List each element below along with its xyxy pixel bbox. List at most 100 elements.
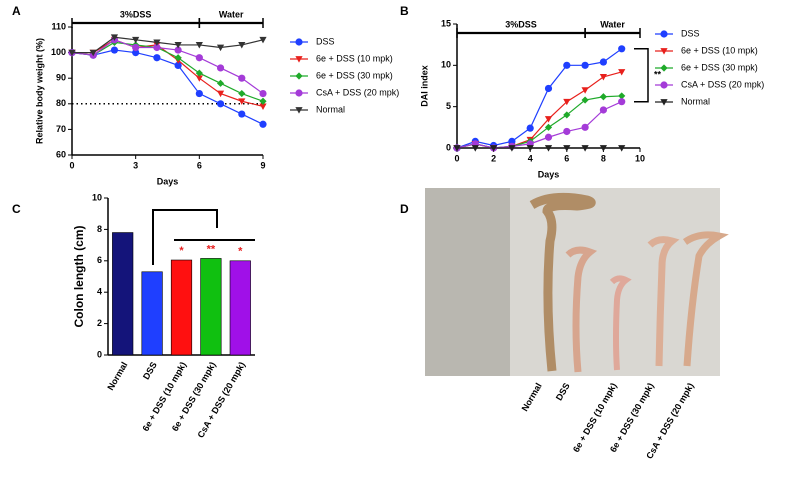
marker — [618, 45, 626, 53]
marker — [599, 106, 608, 114]
marker — [195, 75, 203, 82]
x-tick-label: DSS — [141, 360, 159, 381]
series-line — [71, 41, 264, 102]
bracket — [152, 209, 218, 265]
marker — [216, 44, 225, 52]
bar — [170, 259, 193, 356]
marker — [618, 98, 626, 106]
y-tick-label: 100 — [51, 47, 66, 57]
marker — [195, 89, 203, 98]
y-tick-label: 0 — [97, 349, 102, 359]
x-tick-label: Normal — [105, 360, 129, 392]
panel-label: D — [400, 202, 409, 216]
legend-label: DSS — [681, 28, 700, 38]
y-tick-label: 6 — [97, 255, 102, 265]
legend-label: 6e + DSS (30 mpk) — [316, 70, 393, 80]
legend-marker — [660, 30, 668, 38]
colon-photo — [425, 188, 729, 376]
marker — [259, 97, 267, 105]
marker — [216, 79, 225, 87]
series-line — [456, 48, 623, 149]
y-tick-label: 10 — [92, 192, 102, 202]
x-tick-label: CsA + DSS (20 mpk) — [644, 381, 696, 460]
x-tick-label: 10 — [635, 153, 645, 163]
marker — [110, 46, 119, 54]
marker — [195, 69, 203, 77]
y-tick-label: 8 — [97, 224, 102, 234]
x-axis-label: Days — [157, 176, 179, 186]
colon-10 — [609, 275, 632, 371]
bar — [141, 271, 163, 356]
series-line — [456, 71, 622, 149]
marker — [599, 145, 607, 152]
marker — [599, 93, 607, 101]
marker — [195, 54, 203, 62]
x-tick-label: 2 — [491, 153, 496, 163]
y-tick-label: 110 — [51, 21, 66, 31]
marker — [618, 145, 626, 152]
significance-label: * — [238, 246, 243, 258]
marker — [216, 100, 225, 108]
y-tick-label: 70 — [56, 124, 66, 134]
colon-csa — [682, 231, 729, 367]
x-tick-label: Normal — [520, 381, 544, 413]
marker — [581, 96, 589, 104]
marker — [153, 43, 161, 52]
significance-label: * — [179, 245, 184, 257]
marker — [563, 61, 571, 69]
phase-label: Water — [600, 19, 625, 29]
colon-30 — [647, 236, 680, 367]
y-axis-label: Relative body weight (%) — [34, 38, 44, 144]
marker — [216, 90, 225, 98]
x-tick-label: 8 — [601, 153, 606, 163]
bar — [200, 258, 222, 356]
marker — [259, 120, 267, 128]
marker — [563, 111, 571, 119]
legend-label: Normal — [316, 104, 345, 114]
y-tick-label: 60 — [56, 149, 66, 159]
marker — [526, 124, 534, 132]
x-tick-label: 0 — [454, 153, 459, 163]
colon-dss — [565, 246, 598, 373]
marker — [132, 36, 140, 44]
x-tick-label: 0 — [69, 160, 74, 170]
legend-marker — [660, 48, 668, 55]
panel-label: C — [12, 202, 21, 216]
marker — [195, 42, 203, 49]
legend-label: 6e + DSS (30 mpk) — [681, 62, 758, 72]
x-tick-label: 6 — [197, 160, 202, 170]
y-tick-label: 15 — [441, 18, 451, 28]
panel-label: A — [12, 4, 21, 18]
marker — [581, 123, 589, 131]
phase-label: Water — [219, 9, 244, 19]
marker — [563, 127, 571, 136]
marker — [490, 145, 498, 152]
series-line — [71, 39, 264, 95]
marker — [238, 110, 246, 118]
phase-label: 3%DSS — [120, 9, 152, 19]
x-tick-label: 4 — [528, 153, 533, 163]
marker — [174, 61, 182, 69]
marker — [259, 103, 267, 110]
y-tick-label: 90 — [56, 73, 66, 83]
marker — [174, 46, 182, 54]
marker — [238, 89, 246, 98]
marker — [508, 137, 516, 145]
legend-marker — [660, 64, 668, 72]
marker — [174, 42, 182, 49]
legend-marker — [295, 107, 303, 114]
marker — [132, 49, 140, 57]
marker — [544, 116, 553, 123]
marker — [238, 74, 246, 82]
bar — [112, 232, 134, 356]
marker — [259, 36, 267, 44]
y-tick-label: 5 — [446, 101, 451, 111]
marker — [153, 39, 161, 46]
marker — [599, 58, 608, 66]
phase-label: 3%DSS — [505, 19, 537, 29]
series-line — [72, 36, 264, 54]
marker — [526, 145, 534, 152]
marker — [599, 74, 607, 81]
marker — [618, 69, 626, 76]
